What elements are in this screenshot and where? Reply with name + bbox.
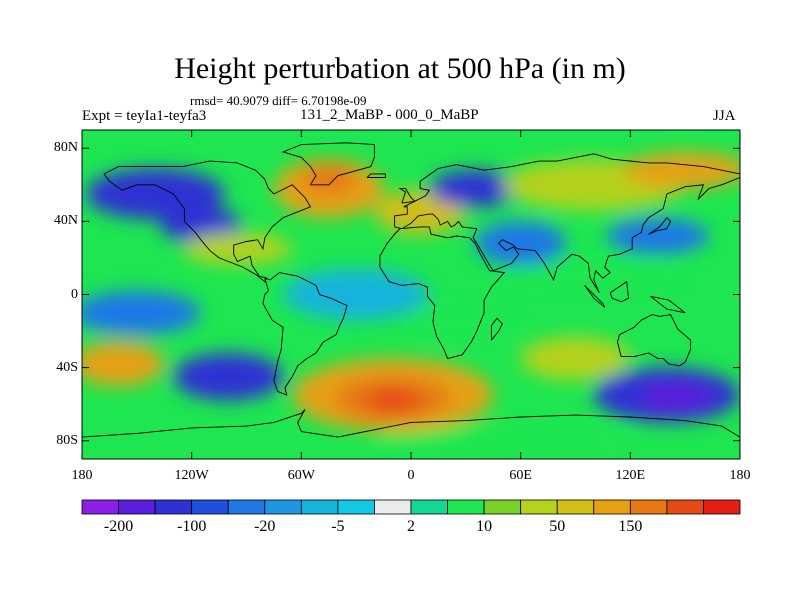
experiment-label: Expt = teyIa1-teyfa3: [82, 108, 207, 124]
field-anomaly-11: [502, 261, 686, 291]
coastline-9: [650, 295, 686, 314]
field-anomaly-22: [639, 382, 713, 412]
coastline-11: [398, 188, 416, 204]
lon-label-5: 120E: [615, 468, 646, 483]
field-anomaly-15: [82, 342, 165, 386]
coastline-7: [584, 285, 606, 308]
coastlines: [82, 142, 740, 438]
colorbar-box-4: [227, 499, 266, 515]
colorbar: [81, 499, 741, 515]
field-anomaly-0: [85, 168, 225, 220]
field-anomaly-3: [301, 164, 357, 194]
colorbar-label-1: -100: [176, 518, 207, 535]
colorbar-label-5: 10: [476, 518, 493, 535]
colorbar-label-6: 50: [549, 518, 566, 535]
field-anomaly-7: [621, 151, 740, 189]
colorbar-box-15: [629, 499, 668, 515]
lon-label-2: 60W: [287, 468, 315, 483]
stats-label: rmsd= 40.9079 diff= 6.70198e-09: [190, 93, 367, 108]
coastline-5: [281, 142, 375, 186]
axis-ticks: [81, 130, 741, 459]
colorbar-box-13: [556, 499, 595, 515]
coastline-12: [490, 317, 503, 341]
colorbar-box-3: [191, 499, 229, 515]
colorbar-box-14: [593, 499, 631, 515]
colorbar-box-9: [410, 499, 448, 515]
coastline-4: [617, 314, 692, 367]
colorbar-box-16: [666, 499, 704, 515]
field-anomaly-12: [82, 290, 201, 335]
coastline-2: [379, 226, 506, 360]
coastline-8: [609, 280, 629, 303]
map-plot-area: [82, 130, 740, 459]
colorbar-box-7: [337, 499, 375, 515]
field-anomaly-20: [520, 336, 631, 381]
lat-label-0: 80N: [53, 140, 78, 156]
coastline-0: [103, 160, 312, 283]
colorbar-box-0: [81, 499, 119, 515]
field-contours: [82, 151, 740, 456]
field-anomaly-5: [429, 170, 521, 207]
field-anomaly-10: [474, 221, 567, 266]
coastline-13: [366, 173, 386, 178]
lon-label-1: 120W: [174, 468, 209, 483]
field-anomaly-19: [363, 387, 422, 414]
colorbar-box-8: [374, 499, 412, 515]
colorbar-box-6: [300, 499, 339, 515]
lat-label-4: 80S: [56, 432, 78, 448]
colorbar-box-12: [520, 499, 558, 515]
colorbar-label-7: 150: [618, 518, 643, 535]
lon-label-0: 180: [71, 468, 93, 483]
period-label: 131_2_MaBP - 000_0_MaBP: [300, 107, 479, 123]
colorbar-box-10: [447, 499, 485, 515]
coastline-1: [262, 272, 348, 396]
field-anomaly-23: [374, 426, 631, 456]
colorbar-box-11: [483, 499, 522, 515]
colorbar-box-17: [703, 499, 741, 515]
lat-label-1: 40N: [53, 213, 78, 229]
field-anomaly-16: [173, 352, 284, 401]
coastline-6: [82, 409, 740, 438]
colorbar-box-5: [264, 499, 302, 515]
lat-label-3: 40S: [56, 359, 78, 375]
field-anomaly-14: [411, 303, 521, 341]
colorbar-box-1: [118, 499, 156, 515]
map-title: Height perturbation at 500 hPa (in m): [174, 52, 626, 85]
lon-label-4: 60E: [509, 468, 532, 483]
coastline-10: [648, 217, 672, 235]
lon-label-3: 0: [407, 468, 415, 483]
colorbar-box-2: [154, 499, 193, 515]
colorbar-label-4: 2: [407, 518, 415, 535]
coastline-3: [394, 153, 740, 293]
colorbar-label-0: -200: [103, 518, 134, 535]
field-anomaly-8: [606, 217, 709, 255]
colorbar-label-3: -5: [331, 518, 345, 535]
lon-label-6: 180: [729, 468, 751, 483]
colorbar-label-2: -20: [254, 518, 276, 535]
lat-label-2: 0: [71, 286, 78, 302]
field-anomaly-13: [283, 268, 430, 321]
season-label: JJA: [713, 108, 736, 124]
